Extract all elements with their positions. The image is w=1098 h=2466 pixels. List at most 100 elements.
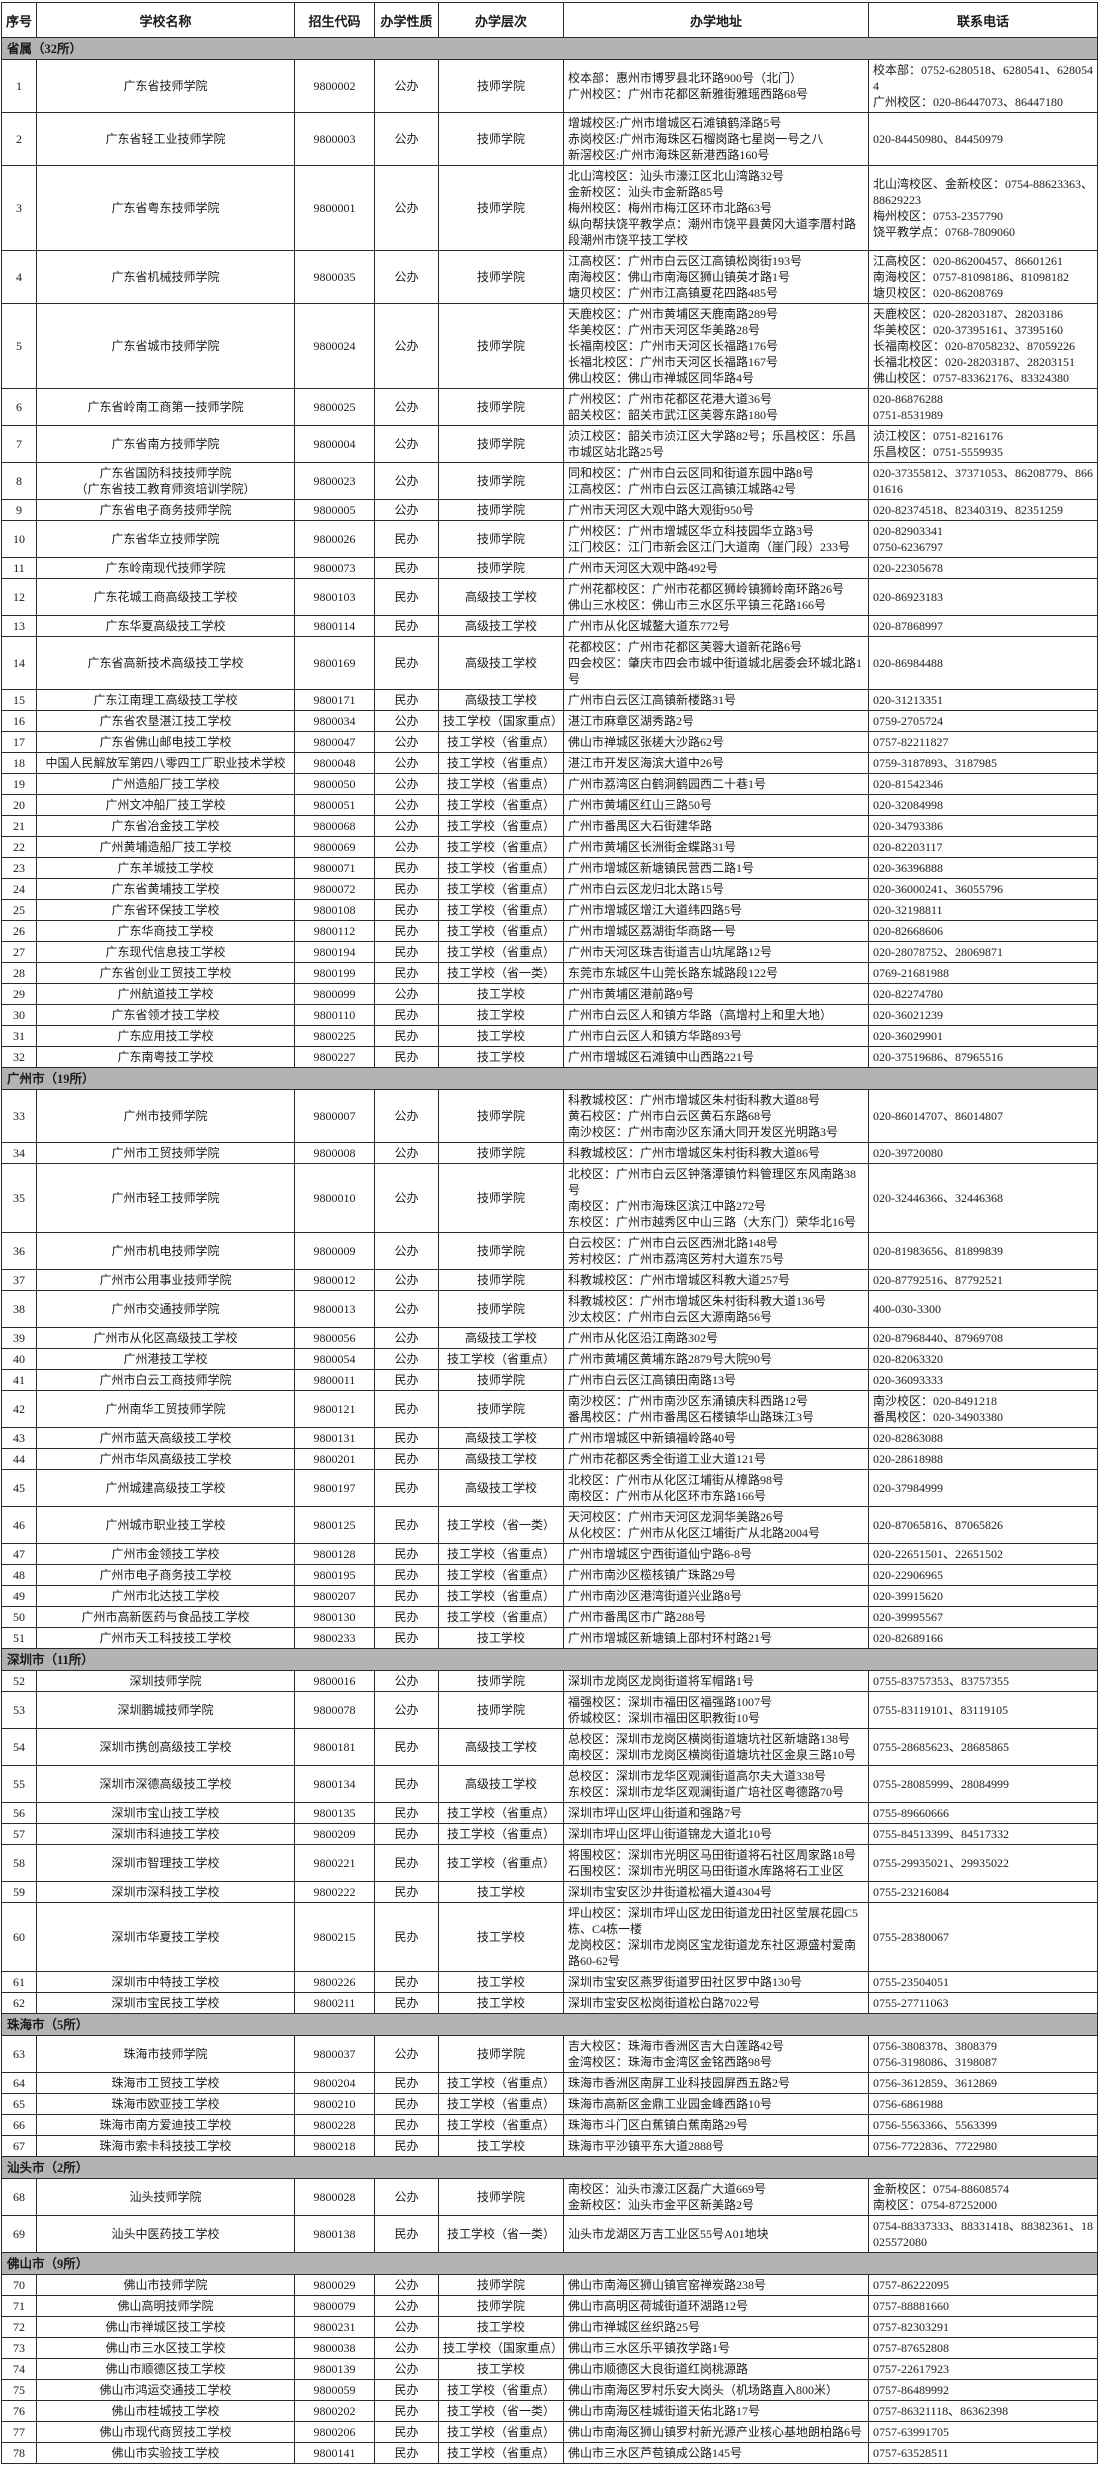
cell-index: 31 [1,1025,37,1047]
cell-phone: 0755-27711063 [868,1992,1098,2014]
cell-index: 33 [1,1089,37,1143]
cell-nature: 民办 [374,2215,439,2253]
cell-address: 浈江校区：韶关市浈江区大学路82号；乐昌校区：乐昌市城区站北路25号 [563,425,869,463]
cell-enrollment-code: 9800134 [294,1765,375,1803]
column-header-nature: 办学性质 [374,2,439,38]
cell-phone: 0757-22617923 [868,2358,1098,2380]
cell-nature: 公办 [374,731,439,753]
cell-nature: 公办 [374,112,439,166]
cell-school-name: 广州市从化区高级技工学校 [36,1327,295,1349]
table-row: 33 广州市技师学院 9800007 公办 技师学院 科教城校区：广州市增城区朱村街科教大… [1,1089,1098,1143]
table-row: 21 广东省冶金技工学校 9800068 公办 技工学校（省重点） 广州市番禺区大石街建华… [1,815,1098,837]
cell-enrollment-code: 9800108 [294,899,375,921]
cell-level: 技师学院 [438,520,564,558]
cell-address: 深圳市龙岗区龙岗街道将军帽路1号 [563,1670,869,1692]
cell-phone: 020-39720080 [868,1142,1098,1164]
cell-phone: 0757-63991705 [868,2421,1098,2443]
cell-school-name: 广东羊城技工学校 [36,857,295,879]
cell-phone: 0756-6861988 [868,2093,1098,2115]
cell-phone: 020-36396888 [868,857,1098,879]
cell-address: 天鹿校区：广州市黄埔区天鹿南路289号 华美校区：广州市天河区华美路28号 长福… [563,303,869,389]
cell-index: 75 [1,2379,37,2401]
cell-index: 59 [1,1881,37,1903]
cell-phone: 北山湾校区、金新校区：0754-88623363、88629223 梅州校区：0… [868,165,1098,251]
table-row: 68 汕头技师学院 9800028 公办 技师学院 南校区：汕头市濠江区磊广大道669号 … [1,2178,1098,2216]
cell-address: 佛山市南海区罗村乐安大岗头（机场路直入800米） [563,2379,869,2401]
cell-address: 东莞市东城区牛山莞长路东城路段122号 [563,962,869,984]
cell-index: 65 [1,2093,37,2115]
table-row: 32 广东南粤技工学校 9800227 民办 技工学校 广州市增城区石滩镇中山西路221号… [1,1046,1098,1068]
cell-phone: 0755-83119101、83119105 [868,1691,1098,1729]
cell-index: 44 [1,1448,37,1470]
cell-address: 珠海市平沙镇平东大道2888号 [563,2135,869,2157]
cell-level: 技工学校 [438,2316,564,2338]
cell-level: 技工学校 [438,1881,564,1903]
cell-level: 技工学校 [438,1971,564,1993]
cell-address: 佛山市南海区狮山镇罗村新光源产业核心基地朗柏路6号 [563,2421,869,2443]
cell-index: 56 [1,1802,37,1824]
cell-school-name: 广东省华立技师学院 [36,520,295,558]
table-row: 56 深圳市宝山技工学校 9800135 民办 技工学校（省重点） 深圳市坪山区坪山街道和… [1,1802,1098,1824]
cell-phone: 0757-86321118、86362398 [868,2400,1098,2422]
table-row: 62 深圳市宝民技工学校 9800211 民办 技工学校 深圳市宝安区松岗街道松白路702… [1,1992,1098,2014]
cell-level: 技工学校（省重点） [438,2421,564,2443]
table-row: 14 广东省高新技术高级技工学校 9800169 民办 高级技工学校 花都校区：广州市花都… [1,636,1098,690]
cell-address: 深圳市坪山区坪山街道和强路7号 [563,1802,869,1824]
cell-index: 12 [1,578,37,616]
cell-enrollment-code: 9800071 [294,857,375,879]
cell-enrollment-code: 9800197 [294,1469,375,1507]
table-row: 66 珠海市南方爱迪技工学校 9800228 民办 技工学校（省重点） 珠海市斗门区白蕉镇… [1,2114,1098,2136]
cell-address: 佛山市禅城区丝织路25号 [563,2316,869,2338]
cell-enrollment-code: 9800028 [294,2178,375,2216]
cell-index: 27 [1,941,37,963]
cell-school-name: 广东省南方技师学院 [36,425,295,463]
cell-phone: 020-81542346 [868,773,1098,795]
column-header-address: 办学地址 [563,2,869,38]
cell-level: 技师学院 [438,112,564,166]
cell-address: 将围校区：深圳市光明区马田街道将石社区周家路18号 石围校区：深圳市光明区马田街… [563,1844,869,1882]
cell-school-name: 广州市北达技工学校 [36,1585,295,1607]
cell-level: 技工学校（省重点） [438,857,564,879]
cell-nature: 公办 [374,836,439,858]
cell-phone: 0757-63528511 [868,2442,1098,2464]
cell-level: 技工学校（省重点） [438,752,564,774]
cell-level: 技工学校 [438,2358,564,2380]
cell-enrollment-code: 9800023 [294,462,375,500]
cell-phone: 020-81983656、81899839 [868,1232,1098,1270]
cell-enrollment-code: 9800026 [294,520,375,558]
cell-address: 佛山市禅城区张槎大沙路62号 [563,731,869,753]
cell-enrollment-code: 9800199 [294,962,375,984]
cell-enrollment-code: 9800114 [294,615,375,637]
cell-address: 天河校区：广州市天河区龙洞华美路26号 从化校区：广州市从化区江埔街广从北路20… [563,1506,869,1544]
cell-address: 江高校区：广州市白云区江高镇松岗街193号 南海校区：佛山市南海区狮山镇英才路1… [563,250,869,304]
cell-level: 技师学院 [438,1142,564,1164]
cell-level: 技师学院 [438,1670,564,1692]
cell-school-name: 广东花城工商高级技工学校 [36,578,295,616]
cell-school-name: 广州市蓝天高级技工学校 [36,1427,295,1449]
cell-nature: 民办 [374,1992,439,2014]
cell-school-name: 深圳鹏城技师学院 [36,1691,295,1729]
cell-enrollment-code: 9800202 [294,2400,375,2422]
table-row: 6 广东省岭南工商第一技师学院 9800025 公办 技师学院 广州校区：广州市花都区花港… [1,388,1098,426]
section-label: 珠海市（5所） [1,2013,1098,2036]
cell-level: 技工学校（省重点） [438,1543,564,1565]
cell-phone: 0756-3808378、3808379 0756-3198086、319808… [868,2035,1098,2073]
cell-level: 技师学院 [438,303,564,389]
cell-nature: 民办 [374,1881,439,1903]
cell-school-name: 广东省冶金技工学校 [36,815,295,837]
cell-address: 北校区：广州市白云区钟落潭镇竹料管理区东风南路38号 南校区：广州市海珠区滨江中… [563,1163,869,1233]
cell-index: 2 [1,112,37,166]
cell-address: 广州市黄埔区长洲街金蝶路31号 [563,836,869,858]
cell-enrollment-code: 9800210 [294,2093,375,2115]
cell-level: 技工学校（省重点） [438,2379,564,2401]
section-header-row: 深圳市（11所） [1,1648,1098,1671]
cell-school-name: 广州市工贸技师学院 [36,1142,295,1164]
cell-index: 49 [1,1585,37,1607]
table-row: 71 佛山高明技师学院 9800079 公办 技师学院 佛山市高明区荷城街道环湖路12号 0… [1,2295,1098,2317]
table-row: 12 广东花城工商高级技工学校 9800103 民办 高级技工学校 广州花都校区：广州市花… [1,578,1098,616]
table-row: 46 广州城市职业技工学校 9800125 民办 技工学校（省一类） 天河校区：广州市天河… [1,1506,1098,1544]
cell-phone: 0757-88881660 [868,2295,1098,2317]
table-row: 65 珠海市欧亚技工学校 9800210 民办 技工学校（省重点） 珠海市高新区金鼎工业园… [1,2093,1098,2115]
cell-enrollment-code: 9800005 [294,499,375,521]
cell-phone: 020-36000241、36055796 [868,878,1098,900]
